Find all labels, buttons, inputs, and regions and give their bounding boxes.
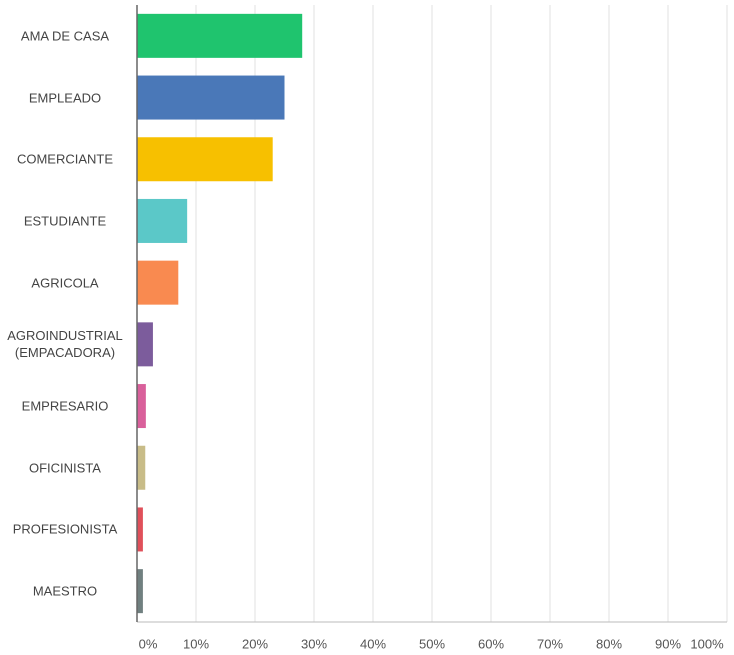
y-tick-label: EMPLEADO: [28, 90, 102, 106]
y-tick-label: PROFESIONISTA: [12, 521, 118, 537]
bar: [137, 13, 303, 58]
y-tick-label: COMERCIANTE: [16, 151, 114, 167]
x-tick-label: 40%: [360, 636, 386, 651]
x-tick-label: 10%: [183, 636, 209, 651]
bar: [137, 137, 273, 182]
x-tick-label: 30%: [301, 636, 327, 651]
y-tick-label: AGROINDUSTRIAL (EMPACADORA): [7, 328, 123, 361]
y-tick-label: EMPRESARIO: [21, 398, 109, 414]
x-tick-label: 90%: [655, 636, 681, 651]
x-tick-label: 0%: [139, 636, 158, 651]
y-tick-label: AMA DE CASA: [20, 28, 110, 44]
bar: [137, 260, 179, 305]
bar: [137, 569, 143, 614]
x-tick-label: 20%: [242, 636, 268, 651]
bar: [137, 507, 143, 552]
x-tick-label: 60%: [478, 636, 504, 651]
y-tick-label: MAESTRO: [32, 583, 98, 599]
x-tick-label: 80%: [596, 636, 622, 651]
bar: [137, 322, 153, 367]
y-tick-label: OFICINISTA: [29, 460, 101, 476]
y-tick-label: ESTUDIANTE: [23, 213, 107, 229]
bar: [137, 445, 146, 490]
y-tick-label: AGRICOLA: [31, 275, 99, 291]
x-tick-label: 100%: [690, 636, 724, 651]
bar: [137, 75, 285, 120]
bar: [137, 198, 188, 243]
x-tick-label: 70%: [537, 636, 563, 651]
x-tick-label: 50%: [419, 636, 445, 651]
bar: [137, 384, 146, 429]
